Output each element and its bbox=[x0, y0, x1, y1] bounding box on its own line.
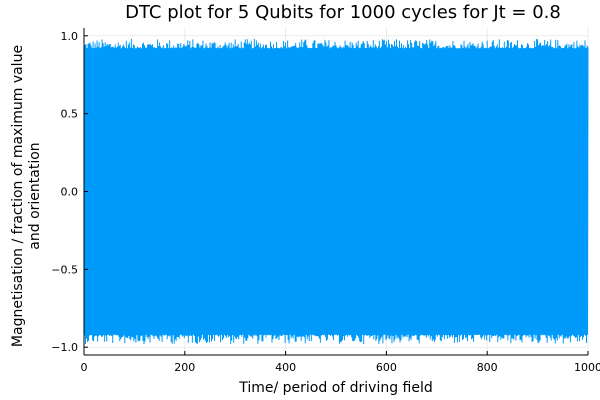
x-tick-labels: 0 200 400 600 800 1000 bbox=[81, 361, 600, 374]
y-axis-label-line-2: and orientation bbox=[27, 142, 43, 249]
y-tick-label: −0.5 bbox=[51, 263, 78, 276]
x-axis-label: Time/ period of driving field bbox=[238, 380, 433, 396]
series-line bbox=[83, 38, 589, 345]
y-tick-label: 0.0 bbox=[61, 186, 79, 199]
y-tick-label: 1.0 bbox=[61, 30, 79, 43]
chart-title: DTC plot for 5 Qubits for 1000 cycles fo… bbox=[125, 2, 561, 23]
y-tick-labels: −1.0 −0.5 0.0 0.5 1.0 bbox=[51, 30, 78, 354]
x-tick-label: 400 bbox=[275, 361, 296, 374]
x-tick-label: 1000 bbox=[574, 361, 600, 374]
x-tick-label: 200 bbox=[174, 361, 195, 374]
y-tick-label: −1.0 bbox=[51, 341, 78, 354]
x-tick-label: 800 bbox=[477, 361, 498, 374]
y-axis-label-line-1: Magnetisation / fraction of maximum valu… bbox=[10, 45, 26, 347]
axes bbox=[83, 28, 589, 356]
x-tick-label: 600 bbox=[376, 361, 397, 374]
x-tick-label: 0 bbox=[81, 361, 88, 374]
y-tick-label: 0.5 bbox=[61, 108, 79, 121]
magnetisation-series-path bbox=[83, 38, 589, 345]
